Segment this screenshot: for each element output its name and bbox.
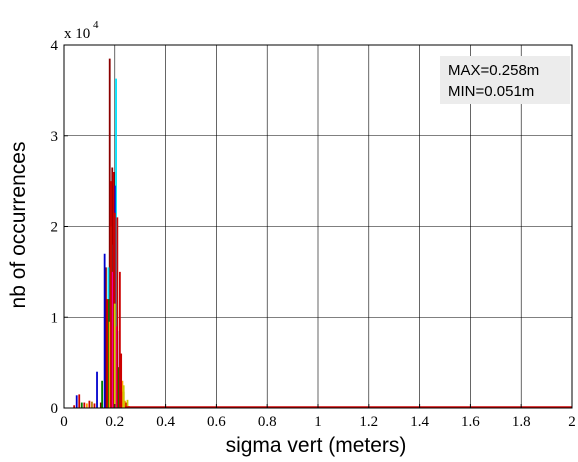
y-scale-base: x 10 [64, 26, 90, 42]
x-tick-label: 0.4 [156, 414, 175, 430]
y-tick-label: 2 [51, 220, 59, 236]
x-tick-label: 1.2 [359, 414, 378, 430]
y-tick-label: 0 [51, 401, 59, 417]
y-tick-label: 3 [51, 129, 59, 145]
x-tick-label: 1.6 [461, 414, 480, 430]
x-axis-ticks: 0 0.2 0.4 0.6 0.8 1 1.2 1.4 1.6 1.8 2 [60, 404, 576, 430]
x-tick-label: 1.4 [410, 414, 429, 430]
x-tick-label: 1 [314, 414, 322, 430]
x-tick-label: 2 [568, 414, 576, 430]
histogram-bars [73, 58, 130, 408]
stats-max: MAX=0.258m [448, 62, 539, 79]
x-tick-label: 0.2 [105, 414, 124, 430]
x-tick-label: 0.8 [258, 414, 277, 430]
y-tick-label: 1 [51, 310, 59, 326]
y-axis-label: nb of occurrences [7, 142, 30, 309]
x-tick-label: 0.6 [207, 414, 226, 430]
y-scale-exponent: 4 [93, 19, 99, 31]
x-tick-label: 1.8 [512, 414, 531, 430]
stats-box-bg [440, 56, 570, 104]
x-axis-label: sigma vert (meters) [226, 434, 407, 457]
x-tick-label: 0 [60, 414, 68, 430]
stats-box: MAX=0.258m MIN=0.051m [440, 56, 570, 104]
grid [64, 45, 572, 408]
y-axis-ticks: 0 1 2 3 4 [51, 38, 68, 417]
stats-min: MIN=0.051m [448, 83, 534, 100]
y-tick-label: 4 [51, 38, 59, 54]
